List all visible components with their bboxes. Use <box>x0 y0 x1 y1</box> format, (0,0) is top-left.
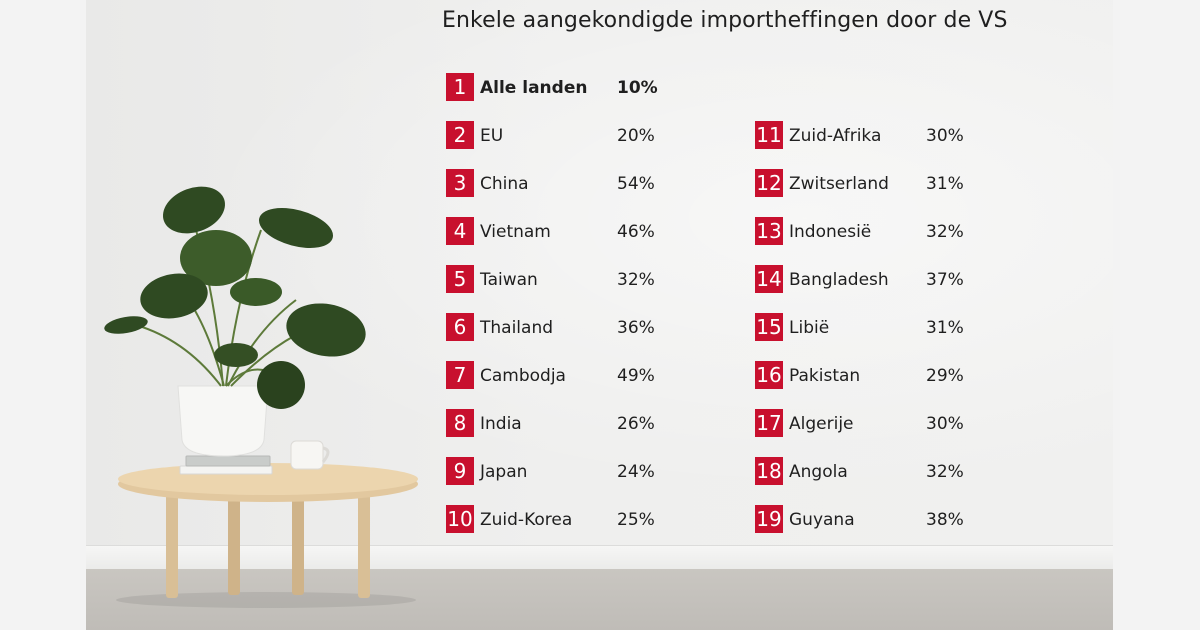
tariff-rate: 24% <box>617 462 655 482</box>
country-name: Zuid-Korea <box>480 510 573 530</box>
tariff-row: 12 Zwitserland 31% <box>755 169 986 199</box>
tariff-row: 7 Cambodja 49% <box>446 361 677 391</box>
tariff-rate: 46% <box>617 222 655 242</box>
tariff-rate: 36% <box>617 318 655 338</box>
tariff-row: 14 Bangladesh 37% <box>755 265 986 295</box>
book <box>179 465 273 475</box>
rank-badge: 4 <box>446 217 474 245</box>
rank-badge: 14 <box>755 265 783 293</box>
book <box>185 455 271 467</box>
tariff-row: 6 Thailand 36% <box>446 313 677 343</box>
rank-badge: 10 <box>446 505 474 533</box>
tariff-row: 15 Libië 31% <box>755 313 986 343</box>
tariff-rate: 31% <box>926 318 964 338</box>
rank-badge: 8 <box>446 409 474 437</box>
tariff-rate: 26% <box>617 414 655 434</box>
table-leg <box>166 490 178 598</box>
rank-badge: 16 <box>755 361 783 389</box>
tariff-rate: 49% <box>617 366 655 386</box>
rank-badge: 9 <box>446 457 474 485</box>
country-name: Pakistan <box>789 366 861 386</box>
tariff-rate: 25% <box>617 510 655 530</box>
tariff-row: 3 China 54% <box>446 169 677 199</box>
rank-badge: 5 <box>446 265 474 293</box>
monstera-leaves <box>104 186 366 409</box>
tariff-row: 9 Japan 24% <box>446 457 677 487</box>
baseboard <box>86 545 1113 569</box>
country-name: Angola <box>789 462 848 482</box>
country-name: Alle landen <box>480 78 588 98</box>
tariff-rate: 32% <box>926 462 964 482</box>
tariff-rate: 20% <box>617 126 655 146</box>
tariff-row: 11 Zuid-Afrika 30% <box>755 121 986 151</box>
tariff-row: 16 Pakistan 29% <box>755 361 986 391</box>
plant-pot <box>177 385 269 457</box>
country-name: Zwitserland <box>789 174 889 194</box>
country-name: China <box>480 174 529 194</box>
country-name: Bangladesh <box>789 270 889 290</box>
tariff-row: 4 Vietnam 46% <box>446 217 677 247</box>
rank-badge: 13 <box>755 217 783 245</box>
tariff-row: 17 Algerije 30% <box>755 409 986 439</box>
tariff-rate: 38% <box>926 510 964 530</box>
rank-badge: 11 <box>755 121 783 149</box>
plant-table-illustration <box>104 186 418 608</box>
background-photo: Enkele aangekondigde importheffingen doo… <box>86 0 1113 630</box>
mug <box>290 440 324 470</box>
country-name: EU <box>480 126 504 146</box>
tariff-rate: 10% <box>617 78 658 98</box>
country-name: Vietnam <box>480 222 551 242</box>
tariff-row: 1 Alle landen 10% <box>446 73 677 103</box>
rank-badge: 1 <box>446 73 474 101</box>
rank-badge: 6 <box>446 313 474 341</box>
page-title: Enkele aangekondigde importheffingen doo… <box>442 8 1008 33</box>
tariff-rate: 29% <box>926 366 964 386</box>
tariff-row: 10 Zuid-Korea 25% <box>446 505 677 535</box>
rank-badge: 18 <box>755 457 783 485</box>
country-name: Libië <box>789 318 830 338</box>
table-leg <box>228 495 240 595</box>
tariff-row: 5 Taiwan 32% <box>446 265 677 295</box>
rank-badge: 2 <box>446 121 474 149</box>
country-name: Algerije <box>789 414 854 434</box>
tariff-rate: 32% <box>926 222 964 242</box>
rank-badge: 12 <box>755 169 783 197</box>
tariff-rate: 37% <box>926 270 964 290</box>
rank-badge: 17 <box>755 409 783 437</box>
country-name: Taiwan <box>480 270 538 290</box>
tariff-rate: 30% <box>926 126 964 146</box>
country-name: Zuid-Afrika <box>789 126 882 146</box>
country-name: Thailand <box>480 318 554 338</box>
tariff-rate: 31% <box>926 174 964 194</box>
wall <box>86 0 1113 545</box>
country-name: Indonesië <box>789 222 872 242</box>
table-leg <box>292 495 304 595</box>
tariff-row: 13 Indonesië 32% <box>755 217 986 247</box>
country-name: Cambodja <box>480 366 566 386</box>
tariff-row: 18 Angola 32% <box>755 457 986 487</box>
country-name: India <box>480 414 522 434</box>
rank-badge: 3 <box>446 169 474 197</box>
tariff-row: 19 Guyana 38% <box>755 505 986 535</box>
table-leg <box>358 490 370 598</box>
tariff-rate: 30% <box>926 414 964 434</box>
floor <box>86 569 1113 630</box>
tariff-row: 2 EU 20% <box>446 121 677 151</box>
tariff-rate: 32% <box>617 270 655 290</box>
rank-badge: 15 <box>755 313 783 341</box>
country-name: Japan <box>480 462 528 482</box>
country-name: Guyana <box>789 510 855 530</box>
rank-badge: 19 <box>755 505 783 533</box>
rank-badge: 7 <box>446 361 474 389</box>
tariff-row: 8 India 26% <box>446 409 677 439</box>
tariff-rate: 54% <box>617 174 655 194</box>
